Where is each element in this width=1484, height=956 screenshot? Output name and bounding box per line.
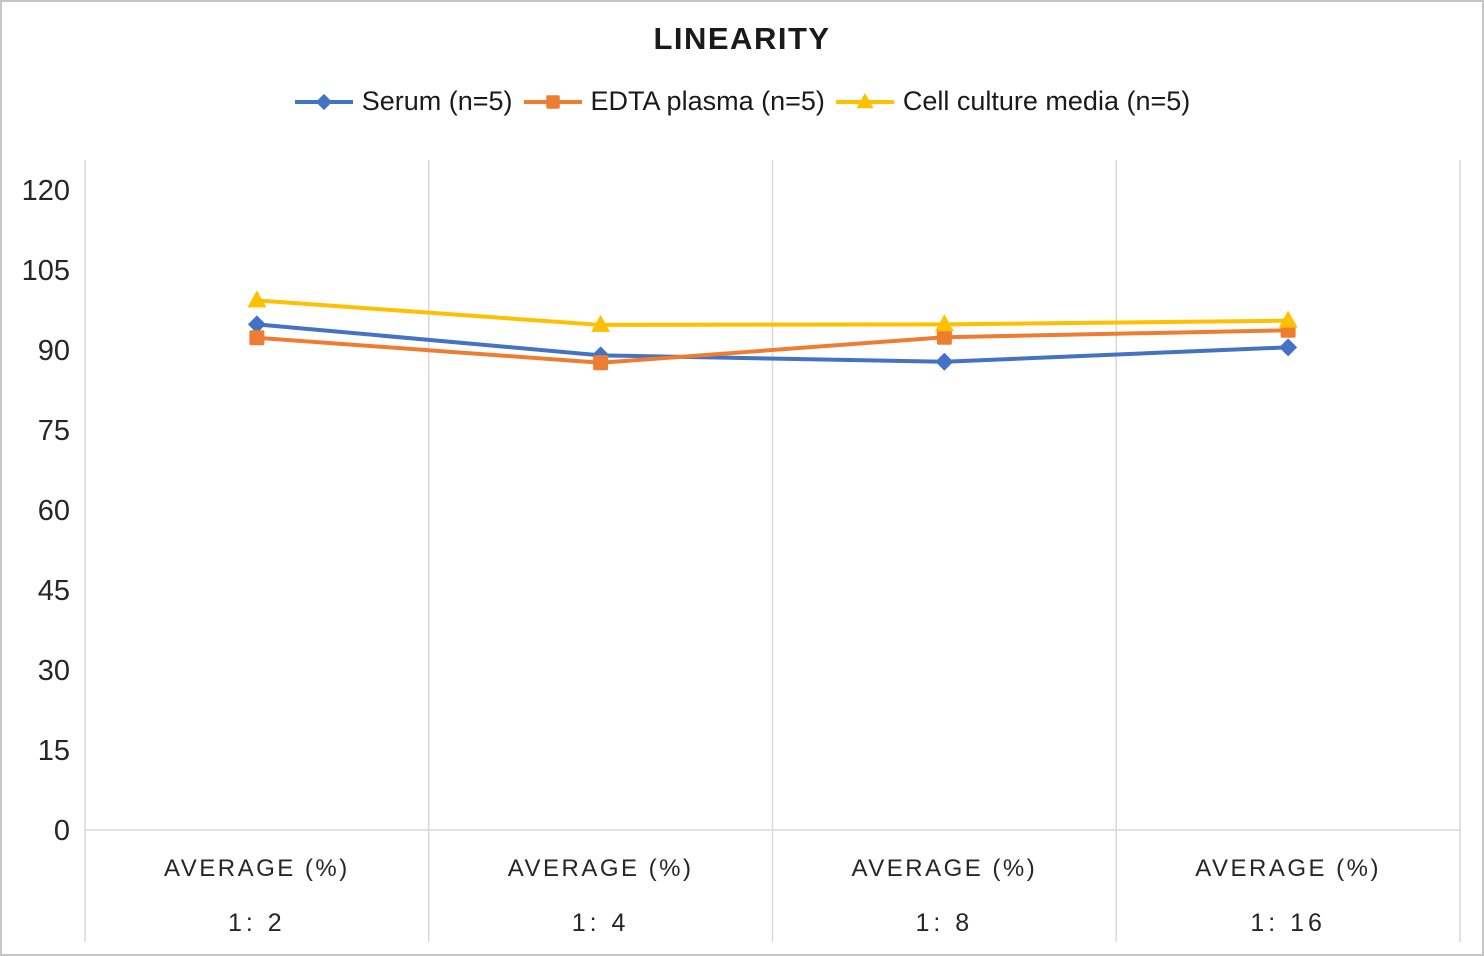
y-tick-label: 30 (38, 655, 70, 687)
legend-marker-triangle-icon (856, 92, 874, 108)
series-line-1 (256, 328, 1289, 365)
legend-label-serum: Serum (n=5) (361, 86, 513, 116)
data-point-series-2-triangle-icon (247, 290, 267, 308)
x-axis-category-label: 1: 4 (572, 909, 630, 937)
data-point-series-1-square-icon (936, 329, 952, 345)
legend-item-serum: Serum (n=5) (294, 86, 513, 117)
x-axis-category-label: 1: 2 (228, 909, 286, 937)
y-tick-label: 105 (22, 255, 70, 287)
legend-item-cell-culture-media: Cell culture media (n=5) (835, 86, 1190, 117)
chart-title: LINEARITY (653, 21, 831, 56)
data-point-series-1-square-icon (249, 330, 265, 346)
data-point-series-0-diamond-icon (247, 315, 266, 334)
data-point-series-2-triangle-icon (934, 314, 954, 332)
series-line-0 (256, 322, 1289, 364)
legend-label-edta-plasma: EDTA plasma (n=5) (590, 86, 825, 116)
y-tick-label: 15 (38, 735, 70, 767)
data-point-series-0-diamond-icon (935, 352, 954, 371)
y-tick-label: 0 (54, 815, 70, 847)
legend-item-edta-plasma: EDTA plasma (n=5) (523, 86, 825, 117)
x-axis-category-label: 1: 8 (916, 909, 974, 937)
data-point-series-0-diamond-icon (1279, 338, 1298, 357)
data-point-series-2-triangle-icon (1278, 310, 1298, 328)
serum-line-diamond-icon (294, 93, 353, 110)
y-tick-label: 60 (38, 495, 70, 527)
x-axis-header-label: AVERAGE (%) (164, 855, 350, 882)
x-axis-header-label: AVERAGE (%) (1195, 855, 1381, 882)
x-axis-category-label: 1: 16 (1250, 909, 1326, 937)
y-tick-label: 45 (38, 575, 70, 607)
y-tick-label: 75 (38, 415, 70, 447)
cell-culture-media-line-triangle-icon (835, 92, 894, 108)
legend-label-cell-culture-media: Cell culture media (n=5) (902, 86, 1191, 116)
y-tick-label: 120 (22, 175, 70, 207)
x-axis-header-label: AVERAGE (%) (508, 855, 694, 882)
data-point-series-1-square-icon (593, 355, 609, 371)
legend-marker-diamond-icon (315, 93, 332, 110)
data-point-series-2-triangle-icon (591, 314, 611, 332)
chart-legend: Serum (n=5) EDTA plasma (n=5) Cell cultu… (2, 86, 1482, 117)
legend-marker-square-icon (545, 94, 560, 109)
series-line-2 (256, 298, 1289, 327)
edta-plasma-line-square-icon (523, 94, 582, 109)
x-axis-header-label: AVERAGE (%) (852, 855, 1038, 882)
y-tick-label: 90 (38, 335, 70, 367)
